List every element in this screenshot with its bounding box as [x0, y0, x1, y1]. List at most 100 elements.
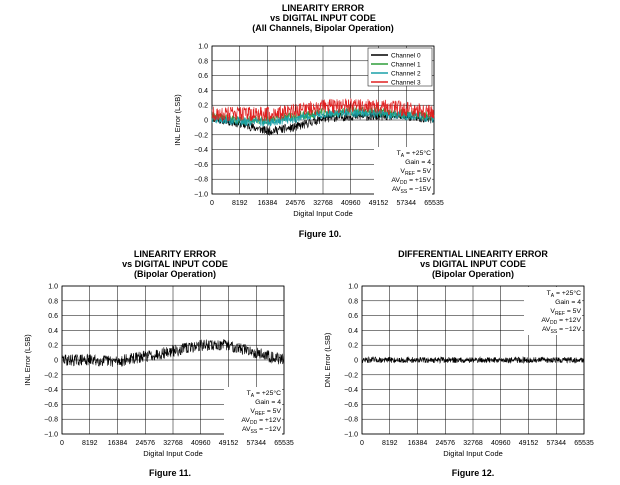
y-tick-label: 1.0 — [48, 284, 58, 291]
condition-text: VREF = 5V — [400, 168, 431, 177]
chart-fig11: 0 8192 16384 24576 32768 40960 49152 57344 65535… — [23, 284, 294, 459]
x-tick-label: 40960 — [191, 440, 211, 447]
x-tick-label: 8192 — [82, 440, 98, 447]
y-tick-label: −0.6 — [44, 402, 58, 409]
condition-text: AVDD = +15V — [391, 177, 431, 186]
legend-label: Channel 0 — [391, 53, 421, 60]
y-tick-label: 0.4 — [198, 88, 208, 95]
conditions-bg — [224, 387, 282, 435]
y-tick-label: −0.2 — [194, 132, 208, 139]
condition-text: AVSS = −12V — [242, 426, 282, 435]
x-tick-label: 32768 — [163, 440, 183, 447]
condition-text: Gain = 4 — [405, 159, 431, 166]
x-tick-label: 49152 — [519, 440, 539, 447]
chart-title-fig10: LINEARITY ERROR vs DIGITAL INPUT CODE (A… — [218, 3, 428, 33]
y-tick-label: −0.8 — [344, 417, 358, 424]
conditions-bg — [374, 147, 432, 195]
y-tick-label: 0.2 — [48, 343, 58, 350]
y-tick-label: 1.0 — [348, 284, 358, 291]
y-tick-label: −1.0 — [194, 192, 208, 199]
series-line-channel-3 — [211, 97, 435, 123]
chart-title-fig11: LINEARITY ERROR vs DIGITAL INPUT CODE (B… — [70, 249, 280, 279]
y-tick-label: −1.0 — [344, 432, 358, 439]
x-tick-label: 16384 — [258, 200, 278, 207]
y-tick-label: −0.8 — [44, 417, 58, 424]
chart-title-line: vs DIGITAL INPUT CODE — [122, 259, 228, 269]
figure-caption-fig11: Figure 11. — [148, 468, 192, 478]
y-tick-label: −0.2 — [344, 372, 358, 379]
x-tick-label: 16384 — [108, 440, 128, 447]
y-tick-label: −0.4 — [344, 387, 358, 394]
x-tick-label: 24576 — [136, 440, 156, 447]
condition-text: VREF = 5V — [250, 408, 281, 417]
chart-title-line: (Bipolar Operation) — [133, 269, 216, 279]
y-tick-label: 0.6 — [348, 313, 358, 320]
x-tick-label: 8192 — [232, 200, 248, 207]
x-tick-label: 16384 — [408, 440, 428, 447]
x-tick-label: 32768 — [313, 200, 333, 207]
y-tick-label: −0.4 — [44, 387, 58, 394]
chart-title-line: (Bipolar Operation) — [431, 269, 514, 279]
y-axis-label: INL Error (LSB) — [23, 334, 32, 386]
x-tick-label: 65535 — [574, 440, 594, 447]
x-tick-label: 0 — [360, 440, 364, 447]
x-tick-label: 40960 — [341, 200, 361, 207]
y-tick-label: 0.6 — [48, 313, 58, 320]
x-tick-label: 8192 — [382, 440, 398, 447]
legend-label: Channel 1 — [391, 62, 421, 69]
y-axis-label: DNL Error (LSB) — [323, 332, 332, 387]
figure-caption-fig10: Figure 10. — [298, 229, 342, 239]
y-axis-label: INL Error (LSB) — [173, 94, 182, 146]
chart-title-line: DIFFERENTIAL LINEARITY ERROR — [398, 249, 548, 259]
y-tick-label: 0 — [354, 358, 358, 365]
condition-text: AVSS = −12V — [542, 326, 582, 335]
x-tick-label: 24576 — [436, 440, 456, 447]
x-tick-label: 57344 — [247, 440, 267, 447]
series-line-data — [361, 356, 585, 364]
legend-label: Channel 2 — [391, 71, 421, 78]
y-tick-label: −0.4 — [194, 147, 208, 154]
x-tick-label: 0 — [60, 440, 64, 447]
chart-title-line: (All Channels, Bipolar Operation) — [252, 23, 394, 33]
y-tick-label: 0.8 — [198, 58, 208, 65]
condition-text: VREF = 5V — [550, 308, 581, 317]
x-axis-label: Digital Input Code — [293, 209, 353, 218]
figure-caption-fig12: Figure 12. — [451, 468, 495, 478]
y-tick-label: −0.2 — [44, 372, 58, 379]
y-tick-label: −0.6 — [344, 402, 358, 409]
y-tick-label: 0.8 — [48, 298, 58, 305]
chart-fig10: 0 8192 16384 24576 32768 40960 49152 57344 65535… — [173, 44, 444, 219]
chart-title-line: LINEARITY ERROR — [281, 3, 365, 13]
chart-title-fig12: DIFFERENTIAL LINEARITY ERROR vs DIGITAL … — [368, 249, 578, 279]
y-tick-label: 0.6 — [198, 73, 208, 80]
y-tick-label: 1.0 — [198, 44, 208, 51]
condition-text: TA = +25°C — [547, 289, 581, 299]
condition-text: Gain = 4 — [255, 399, 281, 406]
y-tick-label: 0.2 — [198, 103, 208, 110]
condition-text: Gain = 4 — [555, 299, 581, 306]
chart-title-line: LINEARITY ERROR — [133, 249, 217, 259]
y-tick-label: 0 — [204, 118, 208, 125]
y-tick-label: 0.4 — [348, 328, 358, 335]
x-axis-label: Digital Input Code — [443, 449, 503, 458]
legend: Channel 0 Channel 1 Channel 2 Channel 3 — [367, 47, 433, 87]
condition-text: AVDD = +12V — [241, 417, 281, 426]
condition-text: TA = +25°C — [397, 149, 431, 159]
x-tick-label: 32768 — [463, 440, 483, 447]
series-line-data — [61, 339, 285, 367]
x-tick-label: 49152 — [369, 200, 389, 207]
y-tick-label: 0.2 — [348, 343, 358, 350]
chart-title-line: vs DIGITAL INPUT CODE — [270, 13, 376, 23]
x-tick-label: 40960 — [491, 440, 511, 447]
y-tick-label: −0.6 — [194, 162, 208, 169]
y-tick-label: 0.4 — [48, 328, 58, 335]
y-tick-label: 0.8 — [348, 298, 358, 305]
x-tick-label: 65535 — [424, 200, 444, 207]
condition-text: TA = +25°C — [247, 389, 281, 399]
y-tick-label: −0.8 — [194, 177, 208, 184]
x-tick-label: 0 — [210, 200, 214, 207]
x-tick-label: 57344 — [397, 200, 417, 207]
